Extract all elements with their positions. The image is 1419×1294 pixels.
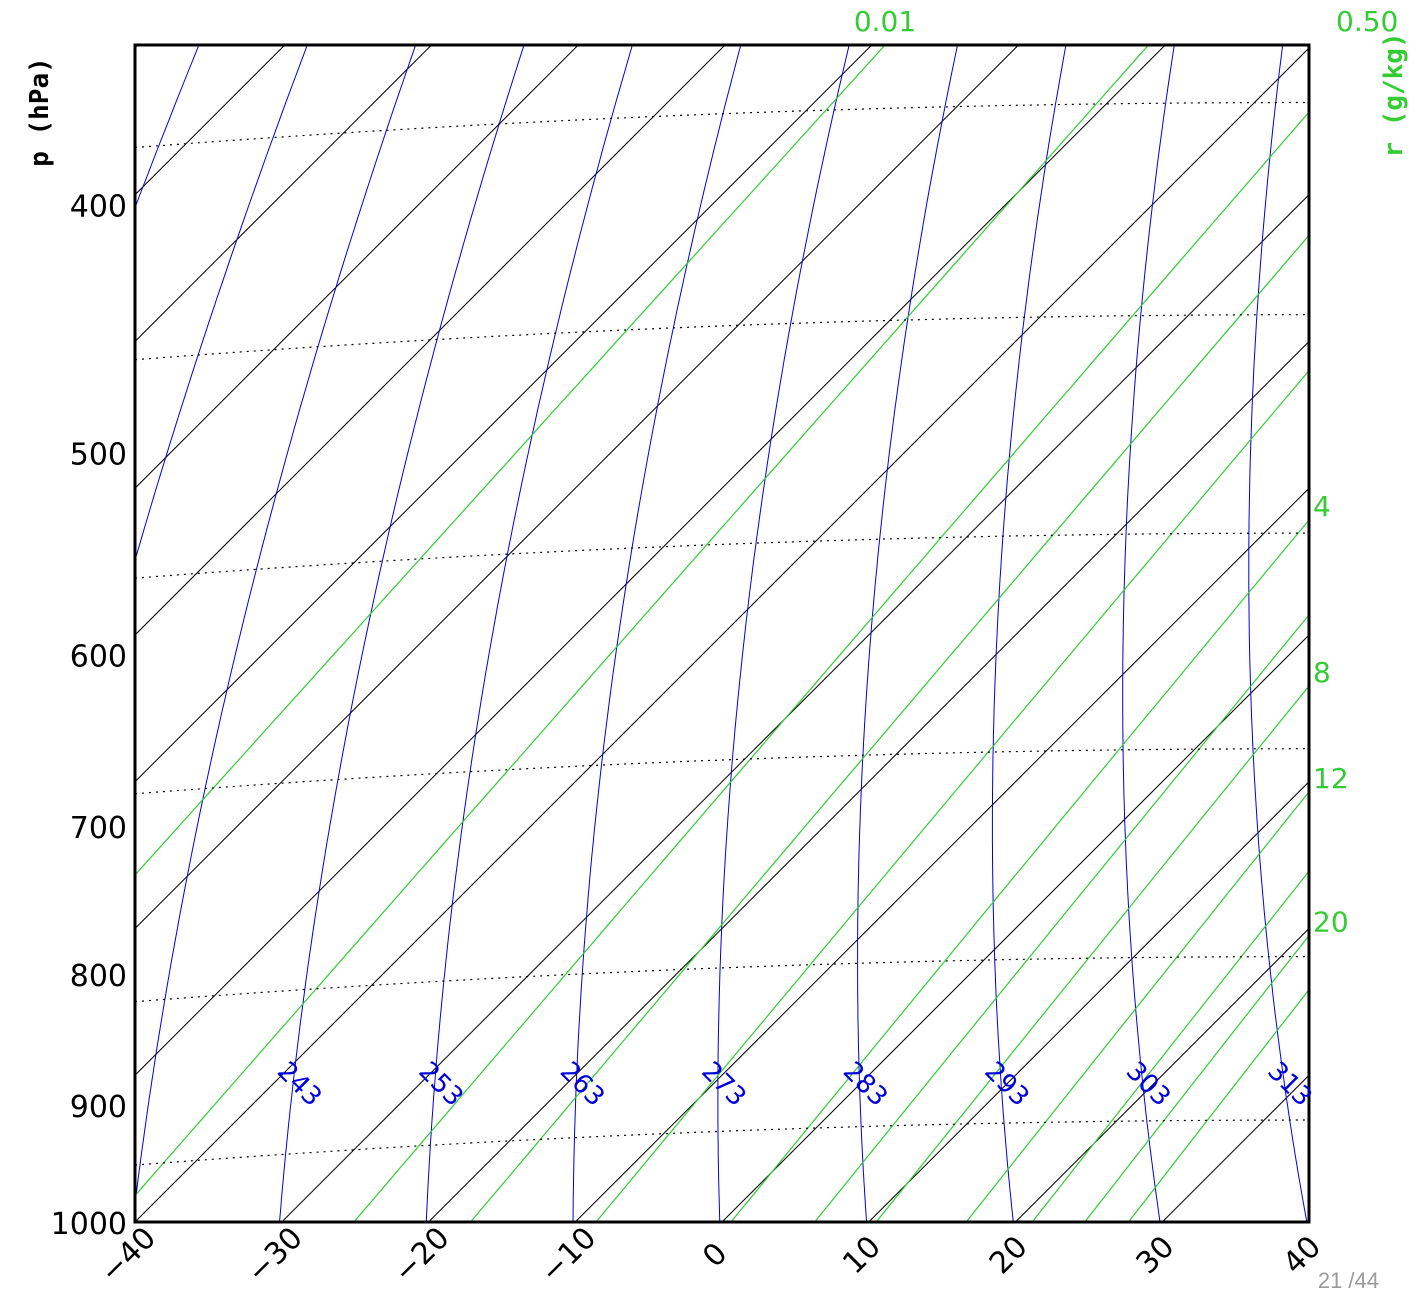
mixing-ratio-line	[1085, 0, 1419, 1222]
dry-adiabat-label: 303	[1120, 1056, 1176, 1112]
isotherm-line	[1162, 0, 1419, 1222]
isotherm-line	[1309, 0, 1419, 1222]
dry-adiabat-label: 243	[271, 1056, 327, 1112]
mixing-ratio-line	[731, 0, 1419, 1222]
y-tick-label: 700	[70, 811, 127, 846]
mixing-ratio-line	[876, 0, 1419, 1222]
isotherm-line	[0, 0, 1419, 1222]
isotherm-line	[0, 0, 1419, 1222]
mixing-ratio-line	[1129, 0, 1419, 1222]
x-tick-label: 0	[696, 1236, 734, 1274]
dry-adiabat-label: 263	[554, 1056, 610, 1112]
isotherm-line	[0, 0, 1419, 1222]
y-tick-label: 600	[70, 640, 127, 675]
isotherm-line	[0, 0, 1419, 1222]
moist-adiabat-line	[135, 533, 1305, 578]
dry-adiabat-line	[0, 0, 1416, 1222]
x-tick-label: 10	[836, 1229, 888, 1281]
isotherm-line	[722, 0, 1419, 1222]
dry-adiabat-label: 253	[412, 1056, 468, 1112]
mixing-ratio-line	[0, 0, 1419, 1222]
x-tick-label: −10	[534, 1221, 604, 1288]
mixing-ratio-label: 20	[1313, 906, 1349, 939]
y-tick-label: 800	[70, 959, 127, 994]
dry-adiabat-line	[718, 0, 1419, 1222]
mixing-ratio-label: 4	[1313, 490, 1331, 523]
dry-adiabat-line	[0, 0, 1419, 1222]
dry-adiabat-line	[1249, 0, 1419, 1222]
mixing-ratio-label: 0.01	[854, 5, 916, 38]
isotherm-line	[1016, 0, 1419, 1222]
mixing-ratio-line	[1032, 0, 1419, 1222]
grid-layer	[0, 0, 1419, 1222]
moist-adiabat-line	[135, 1120, 1305, 1165]
dry-adiabat-line	[992, 0, 1419, 1222]
mixing-ratio-label: 8	[1313, 656, 1331, 689]
x-tick-label: 30	[1130, 1229, 1182, 1281]
isotherm-line	[869, 0, 1419, 1222]
isotherm-line	[575, 0, 1419, 1222]
dry-adiabat-line	[133, 0, 1419, 1222]
y-tick-label: 900	[70, 1090, 127, 1125]
mixing-ratio-label: 12	[1313, 762, 1349, 795]
isotherm-line	[0, 0, 1419, 1222]
dry-adiabat-line	[573, 0, 1419, 1222]
right-axis-label: r (g/kg)	[1379, 32, 1409, 157]
isotherm-line	[0, 0, 1419, 1222]
y-tick-label: 400	[70, 189, 127, 224]
dry-adiabat-line	[1371, 0, 1419, 1222]
y-tick-label: 500	[70, 437, 127, 472]
dry-adiabat-line	[0, 0, 1419, 1222]
mixing-ratio-line	[354, 0, 1419, 1222]
mixing-ratio-line	[966, 0, 1419, 1222]
moist-adiabat-line	[135, 749, 1305, 794]
isotherm-line	[0, 0, 1419, 1222]
isotherm-line	[0, 0, 1419, 1222]
moist-adiabat-line	[135, 315, 1305, 360]
isotherm-line	[0, 0, 1419, 1222]
isotherm-line	[0, 0, 1419, 1222]
isotherm-line	[0, 0, 1419, 1222]
x-tick-label: 20	[983, 1229, 1035, 1281]
mixing-ratio-line	[471, 0, 1419, 1222]
y-axis-label: p (hPa)	[25, 57, 55, 167]
page-number: 21 /44	[1318, 1268, 1379, 1294]
dry-adiabat-line	[0, 0, 1419, 1222]
x-tick-label: −20	[387, 1221, 457, 1288]
x-tick-label: −30	[240, 1221, 310, 1288]
isotherm-line	[135, 0, 1419, 1222]
y-tick-label: 1000	[51, 1207, 127, 1242]
dry-adiabat-label: 273	[695, 1056, 751, 1112]
mixing-ratio-line	[112, 0, 1419, 1222]
dry-adiabat-label: 283	[837, 1056, 893, 1112]
mixing-ratio-line	[596, 0, 1419, 1222]
